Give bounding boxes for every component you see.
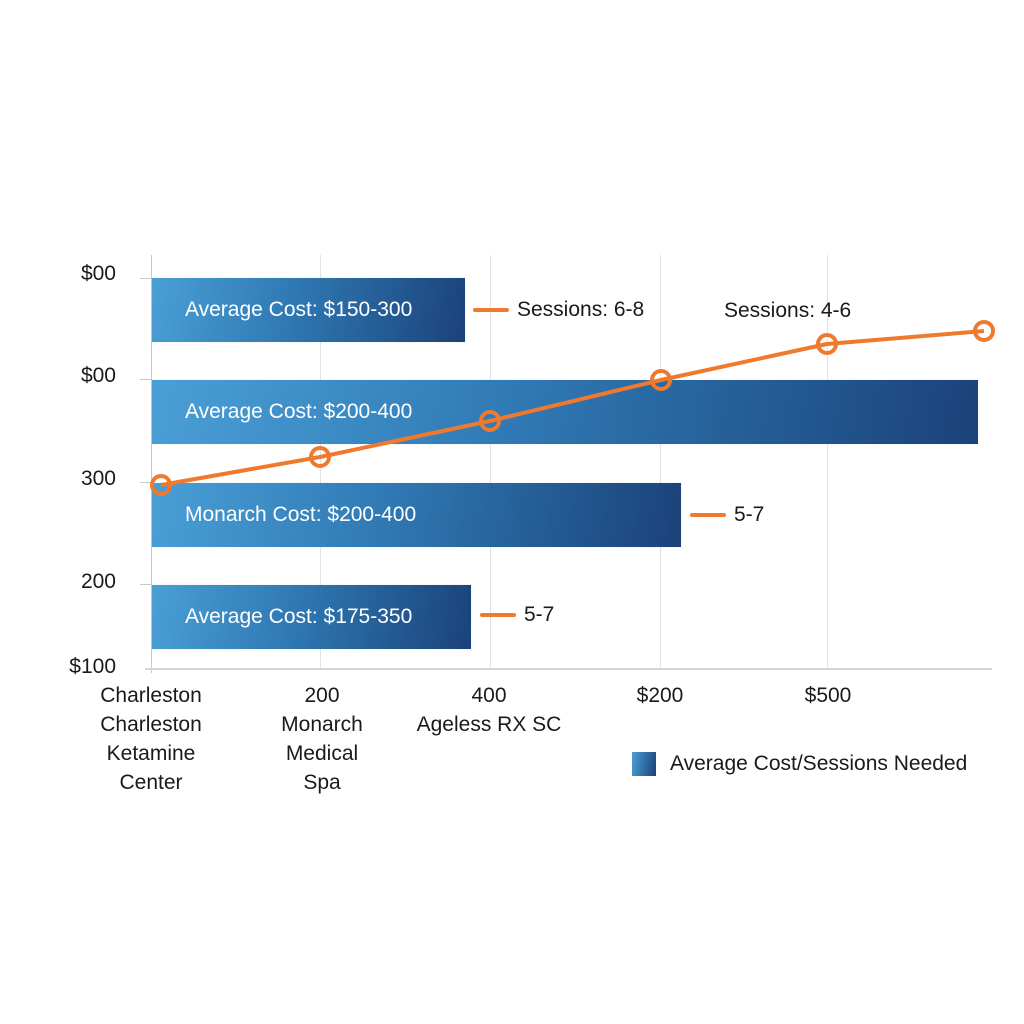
grid-line [490, 255, 491, 670]
grid-line [660, 255, 661, 670]
line-point-marker [650, 369, 672, 391]
line-point-marker [150, 474, 172, 496]
line-point-marker [479, 410, 501, 432]
x-tick-label: 200 Monarch Medical Spa [281, 684, 363, 794]
sessions-annotation: Sessions: 6-8 [473, 298, 644, 322]
line-point-marker [309, 446, 331, 468]
bar-label: Monarch Cost: $200-400 [185, 503, 417, 526]
bar: Average Cost: $175-350 [152, 585, 471, 649]
y-tick-label: 300 [80, 467, 116, 490]
line-point-marker [973, 320, 995, 342]
legend-label: Average Cost/Sessions Needed [670, 752, 968, 775]
sessions-annotation: Sessions: 4-6 [724, 299, 852, 322]
bar: Monarch Cost: $200-400 [152, 483, 681, 547]
y-axis [151, 255, 152, 673]
y-tick-label: 200 [80, 570, 116, 593]
bar-label: Average Cost: $200-400 [185, 400, 413, 423]
bar: Average Cost: $150-300 [152, 278, 465, 342]
bar-label: Average Cost: $175-350 [185, 605, 413, 628]
bar: Average Cost: $200-400 [152, 380, 978, 444]
y-tick-mark [140, 482, 152, 483]
y-tick-mark [140, 584, 152, 585]
x-tick-label: $500 [804, 684, 852, 707]
grid-line [320, 255, 321, 670]
bar-label: Average Cost: $150-300 [185, 298, 413, 321]
y-tick-label: $00 [80, 262, 116, 285]
x-tick-label: 400 Ageless RX SC [416, 684, 562, 736]
orange-dash-icon [473, 308, 509, 312]
legend-swatch-icon [632, 752, 656, 776]
y-tick-mark [140, 379, 152, 380]
legend: Average Cost/Sessions Needed [632, 752, 967, 776]
orange-dash-icon [690, 513, 726, 517]
grid-line [827, 255, 828, 670]
x-tick-label: $200 [636, 684, 684, 707]
y-tick-mark [140, 278, 152, 279]
sessions-annotation: 5-7 [690, 503, 764, 527]
orange-dash-icon [480, 613, 516, 617]
y-tick-label: $100 [69, 655, 116, 678]
x-axis [145, 668, 992, 670]
line-point-marker [816, 333, 838, 355]
sessions-annotation: 5-7 [480, 603, 554, 627]
y-tick-label: $00 [80, 364, 116, 387]
x-tick-label: Charleston Charleston Ketamine Center [100, 684, 202, 794]
